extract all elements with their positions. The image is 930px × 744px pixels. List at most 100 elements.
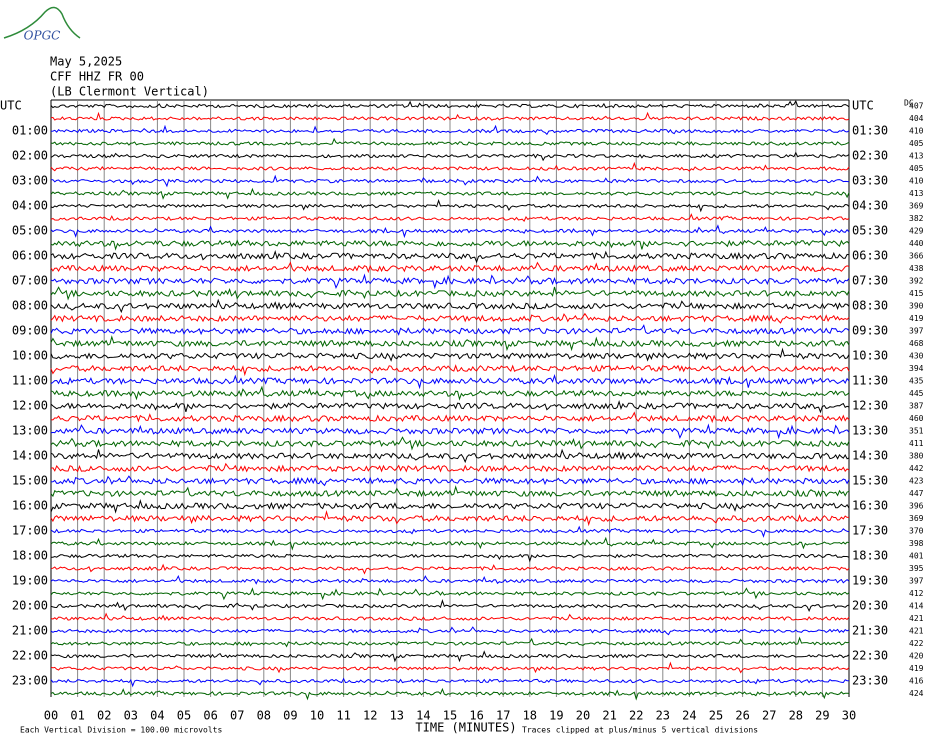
left-time-label: 12:00 [12, 399, 48, 413]
left-time-label: 19:00 [12, 574, 48, 588]
trace [50, 536, 850, 551]
x-tick-label: 29 [815, 709, 829, 723]
x-tick-label: 00 [44, 709, 58, 723]
dc-value: 438 [909, 264, 924, 273]
trace [50, 224, 850, 239]
trace [50, 448, 850, 464]
left-time-label: UTC [0, 99, 22, 113]
dc-value: 405 [909, 139, 924, 148]
trace [50, 312, 850, 324]
right-time-label: 23:30 [852, 674, 888, 688]
dc-value: 424 [909, 689, 924, 698]
dc-value: 369 [909, 514, 924, 523]
dc-value: 423 [909, 477, 924, 486]
dc-value: 407 [909, 102, 924, 111]
dc-value: 411 [909, 439, 924, 448]
dc-value: 366 [909, 252, 924, 261]
trace [51, 174, 850, 188]
x-tick-label: 27 [762, 709, 776, 723]
trace [50, 151, 850, 162]
dc-value: 390 [909, 302, 924, 311]
trace [50, 261, 850, 274]
right-time-label: 14:30 [852, 449, 888, 463]
right-time-label: 13:30 [852, 424, 888, 438]
right-time-label: 04:30 [852, 199, 888, 213]
dc-value: 380 [909, 452, 924, 461]
trace [50, 612, 850, 622]
trace [50, 525, 850, 538]
dc-value: 415 [909, 289, 924, 298]
trace [50, 124, 850, 136]
trace [50, 599, 850, 613]
logo-curve [3, 6, 81, 39]
right-time-label: 22:30 [852, 649, 888, 663]
x-tick-label: 23 [656, 709, 670, 723]
left-time-label: 03:00 [12, 174, 48, 188]
dc-value: 370 [909, 527, 924, 536]
left-time-label: 22:00 [12, 649, 48, 663]
right-time-label: 05:30 [852, 224, 888, 238]
right-time-label: 15:30 [852, 474, 888, 488]
x-tick-label: 01 [70, 709, 84, 723]
dc-value: 413 [909, 189, 924, 198]
x-tick-label: 19 [549, 709, 563, 723]
x-tick-label: 06 [203, 709, 217, 723]
dc-value: 405 [909, 164, 924, 173]
dc-value: 392 [909, 277, 924, 286]
trace [50, 137, 850, 146]
dc-value: 442 [909, 464, 924, 473]
left-time-label: 10:00 [12, 349, 48, 363]
trace [50, 335, 850, 352]
logo: OPGC [24, 29, 61, 43]
trace [50, 485, 850, 498]
trace [50, 286, 850, 301]
right-time-label: 10:30 [852, 349, 888, 363]
left-time-label: 07:00 [12, 274, 48, 288]
trace [50, 509, 850, 527]
left-time-label: 01:00 [12, 124, 48, 138]
trace [50, 636, 850, 648]
dc-value: 447 [909, 489, 924, 498]
trace [50, 677, 850, 688]
left-time-label: 04:00 [12, 199, 48, 213]
trace [50, 99, 850, 109]
dc-value: 410 [909, 177, 924, 186]
trace [50, 574, 850, 585]
dc-value: 398 [909, 539, 924, 548]
trace [50, 199, 850, 213]
right-time-label: 16:30 [852, 499, 888, 513]
x-tick-label: 22 [629, 709, 643, 723]
footer-left: Each Vertical Division = 100.00 microvol… [20, 726, 222, 735]
right-time-label: 08:30 [852, 299, 888, 313]
left-time-label: 11:00 [12, 374, 48, 388]
x-tick-label: 05 [177, 709, 191, 723]
x-tick-label: 28 [789, 709, 803, 723]
trace [50, 374, 850, 390]
dc-value: 387 [909, 402, 924, 411]
x-tick-label: 12 [363, 709, 377, 723]
trace [50, 411, 850, 424]
trace [50, 399, 850, 414]
site: (LB Clermont Vertical) [50, 85, 209, 99]
x-tick-label: 20 [576, 709, 590, 723]
dc-value: 413 [909, 152, 924, 161]
left-time-label: 18:00 [12, 549, 48, 563]
trace [50, 661, 850, 674]
dc-value: 394 [909, 364, 924, 373]
x-tick-label: 03 [124, 709, 138, 723]
right-time-label: UTC [852, 99, 874, 113]
dc-value: 351 [909, 427, 924, 436]
right-time-label: 09:30 [852, 324, 888, 338]
trace [50, 187, 850, 200]
footer-right: Traces clipped at plus/minus 5 vertical … [522, 726, 758, 735]
dc-value: 440 [909, 239, 924, 248]
dc-value: 419 [909, 314, 924, 323]
x-tick-label: 17 [496, 709, 510, 723]
trace [50, 587, 850, 601]
x-tick-label: 08 [257, 709, 271, 723]
left-time-label: 06:00 [12, 249, 48, 263]
trace [50, 650, 850, 663]
dc-value: 404 [909, 114, 924, 123]
right-time-label: 19:30 [852, 574, 888, 588]
